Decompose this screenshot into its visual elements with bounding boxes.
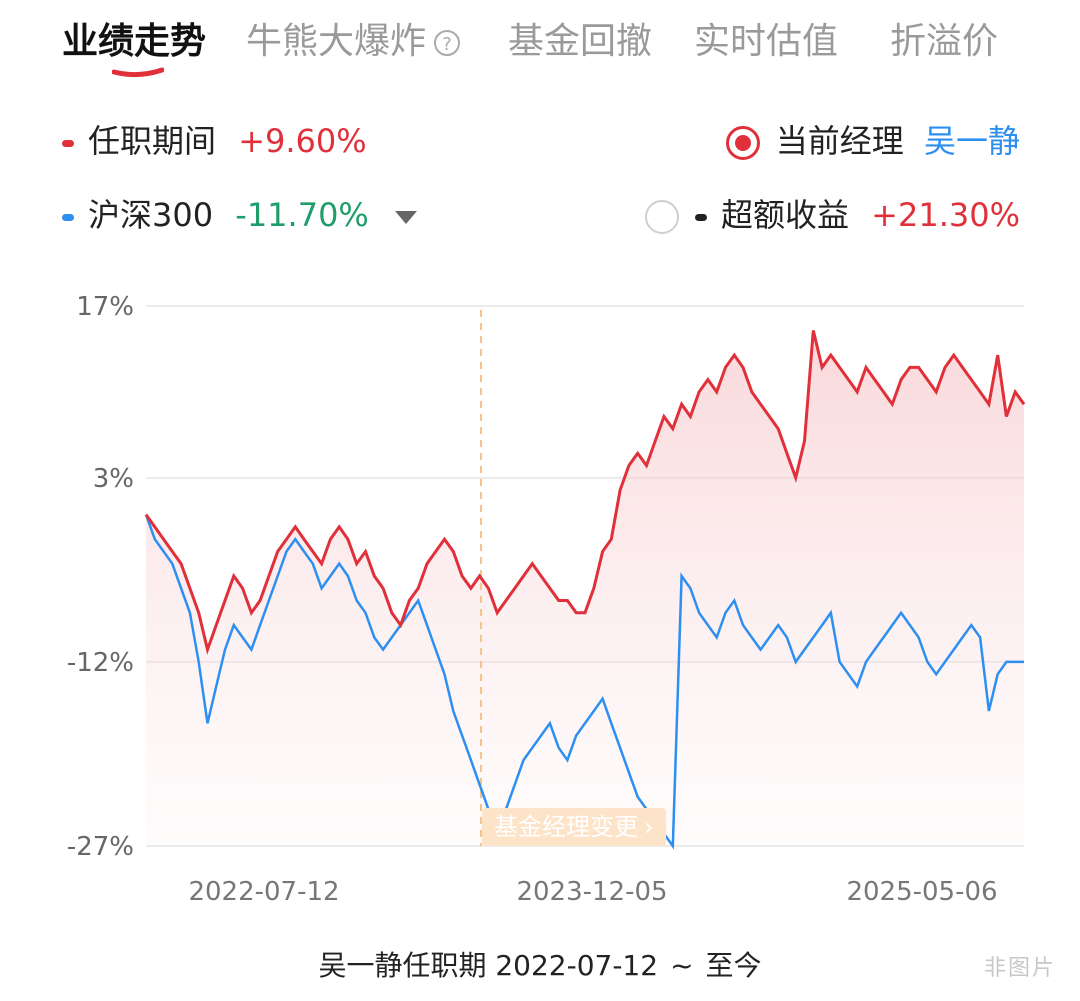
x-tick-label: 2023-12-05 (516, 877, 667, 907)
tab-realtime-estimate[interactable]: 实时估值 (694, 21, 839, 62)
manager-change-badge[interactable]: 基金经理变更 › (482, 808, 666, 846)
y-tick-label: 3% (93, 464, 134, 494)
series-line-hs300 (144, 514, 1024, 850)
tenure-footer: 吴一静任职期 2022-07-12 ~ 至今 (0, 944, 1080, 984)
series-line-tenure (144, 330, 1026, 655)
x-tick-label: 2025-05-06 (846, 877, 997, 907)
y-tick-label: 17% (76, 292, 134, 322)
tab-bull-bear-label: 牛熊大爆炸 (246, 21, 427, 62)
y-tick-label: -27% (67, 832, 134, 862)
legend-tenure[interactable]: 任职期间 +9.60% (62, 116, 367, 162)
current-manager-name[interactable]: 吴一静 (923, 122, 1020, 160)
footer-separator: ~ (670, 949, 694, 982)
tab-premium[interactable]: 折溢价 (890, 21, 999, 62)
red-dot-icon (62, 139, 74, 147)
blue-dot-icon (62, 213, 74, 221)
tenure-area (146, 330, 1024, 846)
dropdown-triangle-icon[interactable] (395, 210, 417, 224)
tab-drawdown[interactable]: 基金回撤 (508, 21, 653, 62)
legend-index[interactable]: 沪深300 -11.70% (62, 190, 417, 236)
tab-active-indicator (112, 67, 164, 78)
radio-selected-icon[interactable] (725, 126, 760, 160)
legend-tenure-value: +9.60% (238, 122, 367, 160)
chevron-right-icon: › (644, 813, 654, 841)
tab-bull-bear[interactable]: 牛熊大爆炸? (246, 12, 461, 64)
x-tick-label: 2022-07-12 (188, 877, 339, 907)
legend-tenure-label: 任职期间 (88, 122, 217, 160)
legend-excess-label: 超额收益 (720, 196, 849, 234)
tab-performance[interactable]: 业绩走势 (62, 21, 207, 62)
footer-tenure-text: 吴一静任职期 2022-07-12 (318, 949, 659, 982)
legend-index-label: 沪深300 (88, 196, 214, 234)
help-icon[interactable]: ? (434, 30, 461, 56)
current-manager-label: 当前经理 (775, 122, 904, 160)
footer-until-now: 至今 (705, 949, 762, 982)
black-dot-icon (694, 213, 707, 221)
legend-current-manager[interactable]: 当前经理 吴一静 (725, 116, 1020, 162)
y-tick-label: -12% (67, 648, 134, 678)
manager-change-label: 基金经理变更 (494, 813, 638, 841)
y-axis: 17% 3% -12% -27% (67, 292, 134, 862)
legend-index-value: -11.70% (235, 196, 369, 234)
x-axis: 2022-07-12 2023-12-05 2025-05-06 (188, 877, 997, 907)
tab-bar: 业绩走势 牛熊大爆炸? 基金回撤 实时估值 折溢价 (0, 0, 1080, 100)
performance-chart[interactable]: 17% 3% -12% -27% 2022-07-12 2023-12-05 2025-0… (0, 280, 1080, 920)
watermark: 非图片 (983, 956, 1056, 981)
legend-excess-value: +21.30% (871, 196, 1020, 234)
legend-excess[interactable]: 超额收益 +21.30% (644, 190, 1020, 236)
radio-unselected-icon[interactable] (644, 200, 679, 234)
